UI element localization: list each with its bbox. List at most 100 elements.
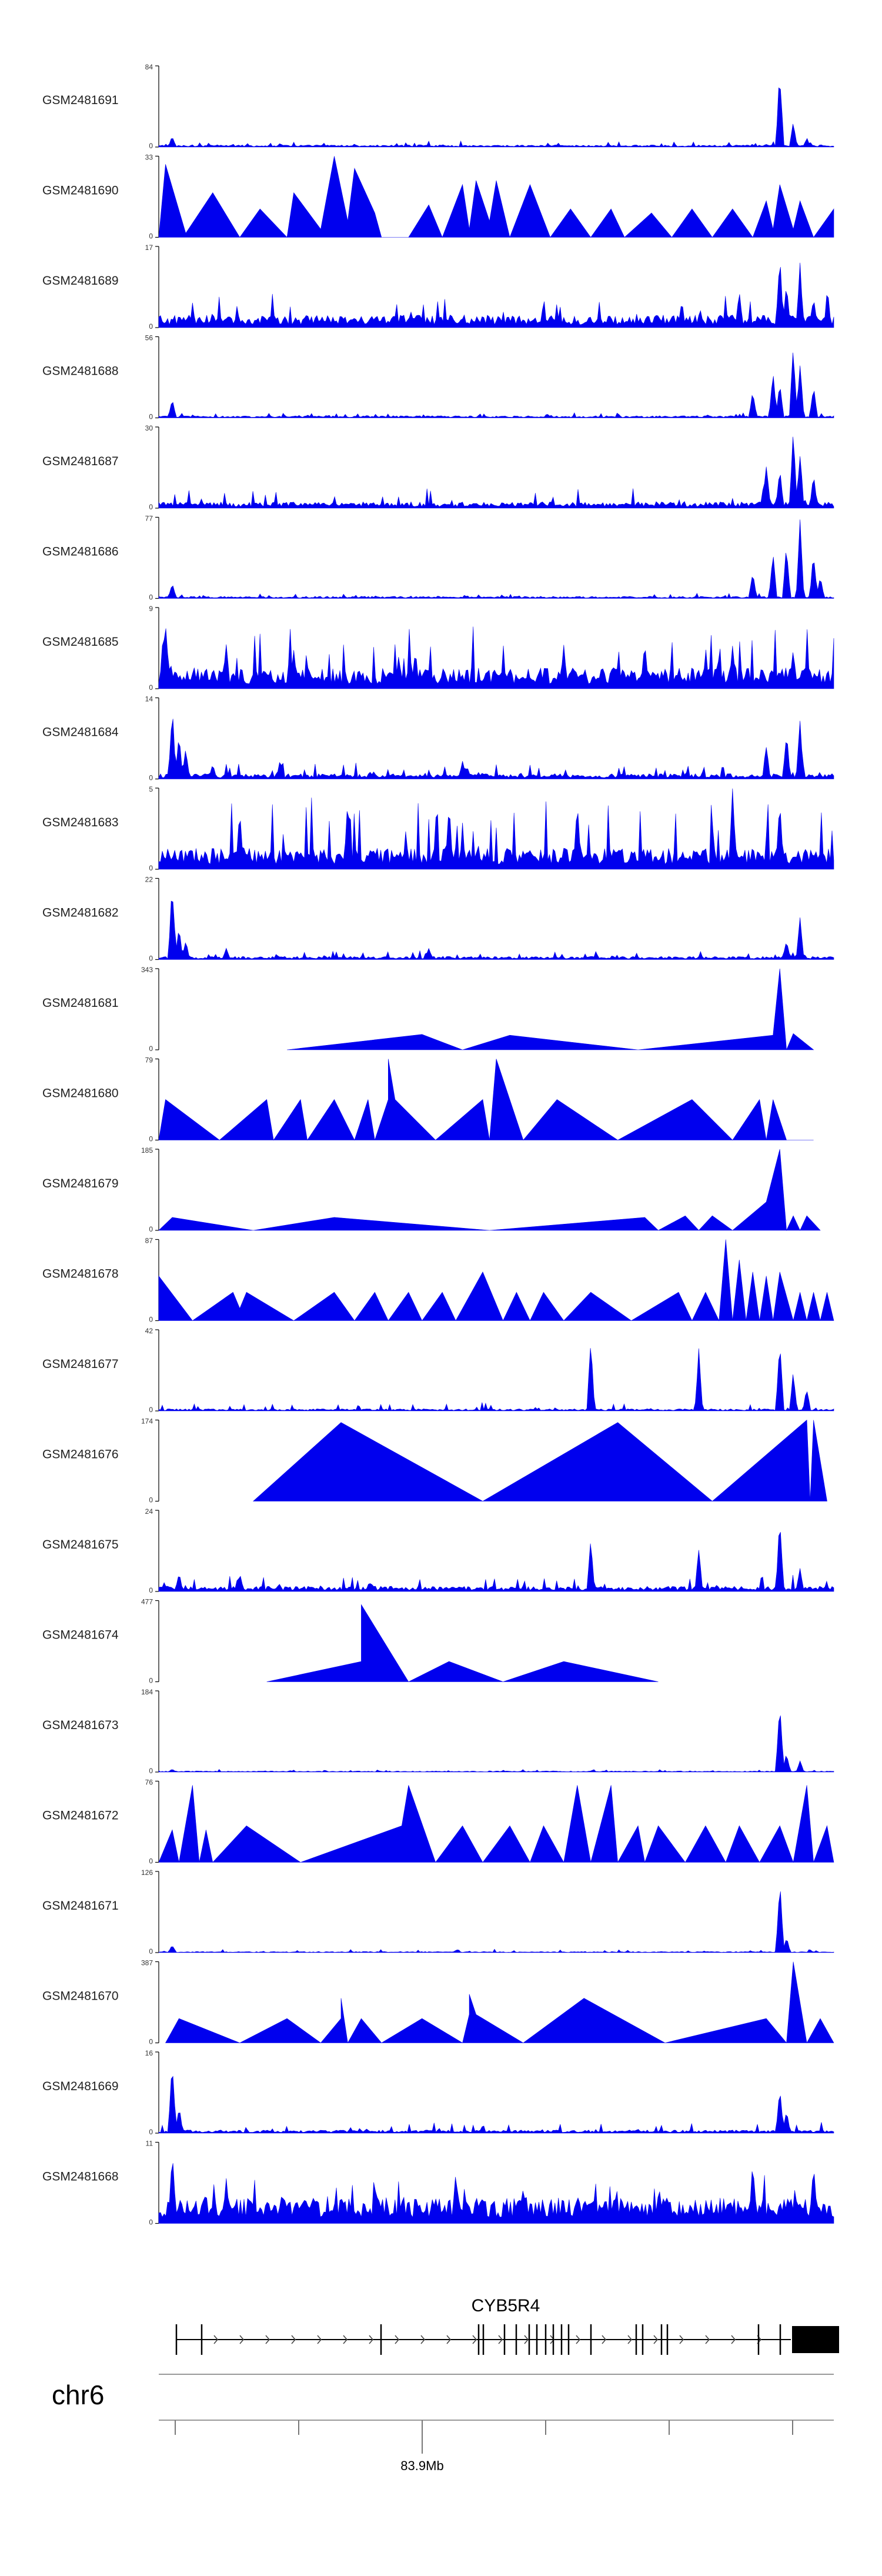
strand-arrow-icon [679,2335,684,2344]
track-GSM2481690: GSM2481690 33 0 [42,154,834,241]
strand-arrow-icon [602,2335,607,2344]
coverage-area [158,788,834,870]
track-GSM2481686: GSM2481686 77 0 [42,515,834,602]
track-GSM2481680: GSM2481680 79 0 [42,1056,814,1143]
gene-label: CYB5R4 [472,2296,540,2315]
track-GSM2481685: GSM2481685 9 0 [42,605,834,692]
strand-arrow-icon [653,2335,659,2344]
track-ymin-label: 0 [149,1225,153,1233]
strand-arrow-icon [395,2335,400,2344]
strand-arrow-icon [576,2335,581,2344]
strand-arrow-icon [627,2335,633,2344]
track-ymin-label: 0 [149,864,153,872]
track-ymin-label: 0 [149,1496,153,1504]
coverage-area [158,900,834,960]
track-ymin-label: 0 [149,413,153,421]
strand-arrow-icon [731,2335,736,2344]
coverage-area [158,626,834,689]
track-GSM2481672: GSM2481672 76 0 [42,1778,834,1866]
track-ymin-label: 0 [149,503,153,511]
track-ymin-label: 0 [149,1135,153,1143]
genomic-axis-ticks [175,2420,793,2454]
track-label: GSM2481684 [42,726,119,739]
track-ymax-label: 16 [145,2049,153,2057]
track-ymin-label: 0 [149,593,153,602]
track-GSM2481675: GSM2481675 24 0 [42,1507,834,1594]
track-ymax-label: 30 [145,424,153,432]
coverage-area [158,1348,834,1412]
strand-arrow-icon [239,2335,245,2344]
strand-arrow-icon [446,2335,452,2344]
strand-arrow-icon [369,2335,374,2344]
strand-arrow-icon [420,2335,426,2344]
track-ymax-label: 33 [145,154,153,162]
track-ymin-label: 0 [149,1677,153,1685]
track-GSM2481684: GSM2481684 14 0 [42,695,834,782]
strand-arrow-icon [317,2335,322,2344]
coverage-area [158,1059,814,1141]
track-GSM2481691: GSM2481691 84 0 [42,63,834,150]
track-ymax-label: 185 [141,1146,153,1154]
coverage-area [158,1715,834,1773]
track-label: GSM2481686 [42,545,119,559]
track-ymax-label: 76 [145,1778,153,1787]
coverage-area [158,436,834,509]
track-ymax-label: 387 [141,1959,153,1967]
strand-arrow-icon [705,2335,710,2344]
track-ymax-label: 56 [145,334,153,342]
track-label: GSM2481682 [42,906,119,920]
track-ymin-label: 0 [149,2128,153,2136]
gene-model-cyb5r4: CYB5R4 [175,2296,839,2355]
track-ymax-label: 87 [145,1237,153,1245]
track-GSM2481676: GSM2481676 174 0 [42,1417,827,1504]
track-label: GSM2481677 [42,1357,119,1371]
track-ymax-label: 14 [145,695,153,703]
track-label: GSM2481685 [42,635,119,649]
track-label: GSM2481689 [42,274,119,288]
track-ymin-label: 0 [149,322,153,331]
track-ymin-label: 0 [149,1767,153,1775]
track-ymin-label: 0 [149,232,153,241]
track-label: GSM2481678 [42,1267,119,1281]
coverage-area [158,719,834,779]
axis-tick-label-83-9mb: 83.9Mb [400,2458,443,2473]
coverage-area [158,262,834,328]
terminal-exon-block [792,2326,839,2353]
track-ymax-label: 11 [146,2140,153,2148]
track-ymin-label: 0 [149,1857,153,1866]
chromosome-axis: chr6 83.9Mb [52,2374,834,2473]
track-label: GSM2481690 [42,184,119,198]
track-ymin-label: 0 [149,1316,153,1324]
coverage-area [252,1419,827,1501]
coverage-area [158,519,834,599]
track-label: GSM2481679 [42,1177,119,1190]
track-ymin-label: 0 [149,1947,153,1956]
track-label: GSM2481688 [42,365,119,378]
coverage-area [158,1531,834,1592]
track-label: GSM2481673 [42,1719,119,1732]
strand-arrow-icon [498,2335,503,2344]
track-GSM2481687: GSM2481687 30 0 [42,424,834,511]
track-GSM2481673: GSM2481673 184 0 [42,1688,834,1775]
track-label: GSM2481668 [42,2170,119,2184]
track-GSM2481678: GSM2481678 87 0 [42,1237,834,1324]
track-ymin-label: 0 [149,955,153,963]
track-GSM2481682: GSM2481682 22 0 [42,876,834,963]
track-GSM2481671: GSM2481671 126 0 [42,1868,834,1956]
coverage-area [158,156,834,238]
coverage-tracks: GSM2481691840GSM2481690330GSM2481689170G… [42,63,834,2227]
strand-arrow-icon [213,2335,219,2344]
track-label: GSM2481671 [42,1899,119,1913]
track-ymax-label: 477 [141,1598,153,1606]
coverage-area [158,1149,821,1232]
track-GSM2481670: GSM2481670 387 0 [42,1959,834,2046]
track-label: GSM2481681 [42,996,119,1010]
coverage-area [287,968,814,1050]
track-GSM2481679: GSM2481679 185 0 [42,1146,821,1233]
track-label: GSM2481672 [42,1809,119,1823]
track-label: GSM2481687 [42,455,119,468]
track-ymax-label: 174 [141,1417,153,1426]
track-GSM2481681: GSM2481681 343 0 [42,966,814,1053]
strand-arrow-icon [291,2335,296,2344]
